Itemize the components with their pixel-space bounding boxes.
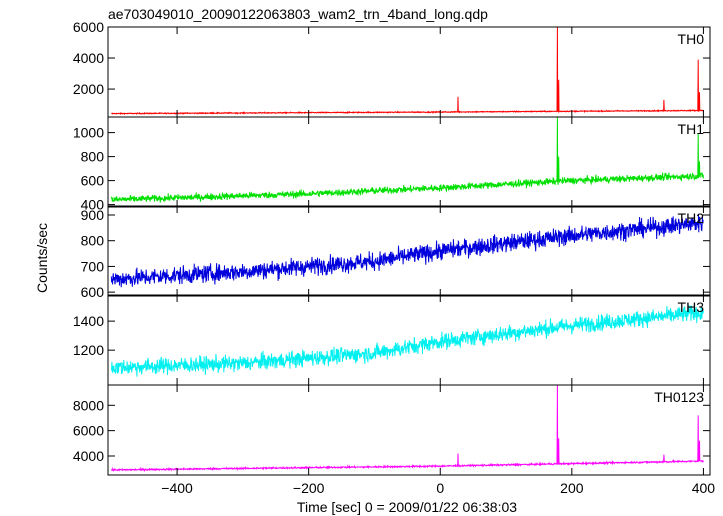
y-tick-label: 6000 [73,423,104,439]
y-tick-label: 4000 [73,50,104,66]
y-tick-label: 400 [81,197,105,213]
y-tick-label: 1400 [73,313,104,329]
y-tick-label: 8000 [73,397,104,413]
panel-label-th3: TH3 [678,299,705,315]
panel-th2: 600 700 800 900 TH2 [81,205,711,300]
x-axis-ticks: −400 −200 0 200 400 [161,480,715,496]
panel-label-th1: TH1 [678,121,705,137]
panel-th3: 1200 1400 TH3 [73,294,711,386]
y-axis-label: Counts/sec [34,223,50,293]
series-line-th3 [110,305,704,377]
series-line-th0123 [111,384,704,473]
panel-frame [107,26,711,118]
panel-th0123: 4000 6000 8000 TH0123 [73,384,711,476]
panel-frame [107,294,711,386]
chart-title: ae703049010_20090122063803_wam2_trn_4ban… [108,6,488,22]
y-tick-label: 600 [81,173,105,189]
panel-frame [107,116,711,208]
y-tick-label: 6000 [73,19,104,35]
y-tick-label: 2000 [73,81,104,97]
panel-frame [107,384,711,476]
y-tick-label: 600 [81,284,105,300]
panel-th1: 400 600 800 1000 TH1 [73,116,711,213]
y-tick-label: 4000 [73,448,104,464]
panel-label-th0123: TH0123 [654,389,704,405]
x-tick-label: 0 [436,480,444,496]
y-tick-label: 1200 [73,342,104,358]
y-tick-label: 800 [81,233,105,249]
x-tick-label: −400 [161,480,193,496]
x-tick-label: −200 [293,480,325,496]
y-tick-label: 900 [81,207,105,223]
x-tick-label: 400 [692,480,716,496]
x-axis-label: Time [sec] 0 = 2009/01/22 06:38:03 [297,499,517,515]
panel-label-th0: TH0 [678,31,705,47]
panel-frame [107,205,711,297]
y-tick-label: 700 [81,258,105,274]
series-line-th0 [111,26,704,116]
x-tick-label: 200 [560,480,584,496]
series-line-th1 [110,116,704,203]
chart-panels: 2000 4000 6000 TH0 400 600 800 1000 TH1 600 700 800… [73,19,711,476]
series-line-th2 [110,213,704,288]
y-tick-label: 800 [81,149,105,165]
panel-label-th2: TH2 [678,210,705,226]
panel-th0: 2000 4000 6000 TH0 [73,19,711,118]
y-tick-label: 1000 [73,125,104,141]
